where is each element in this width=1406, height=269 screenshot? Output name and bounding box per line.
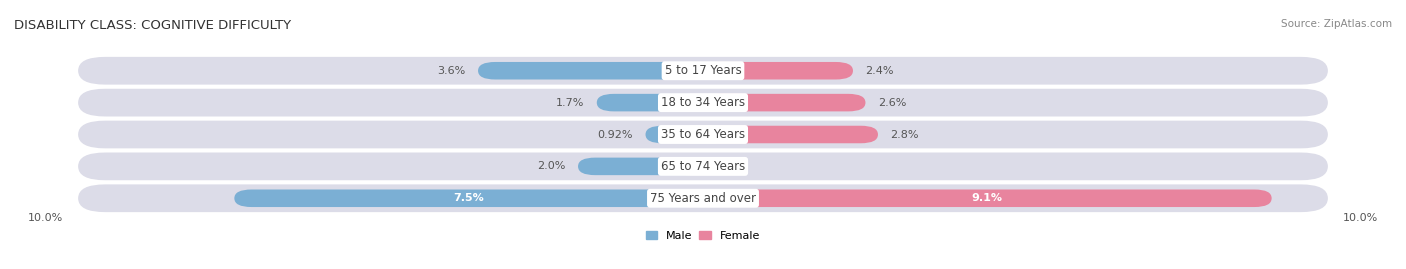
FancyBboxPatch shape bbox=[478, 62, 703, 80]
Text: 75 Years and over: 75 Years and over bbox=[650, 192, 756, 205]
Legend: Male, Female: Male, Female bbox=[647, 231, 759, 241]
FancyBboxPatch shape bbox=[578, 158, 703, 175]
Text: 0.92%: 0.92% bbox=[598, 129, 633, 140]
Text: 9.1%: 9.1% bbox=[972, 193, 1002, 203]
FancyBboxPatch shape bbox=[79, 121, 1327, 148]
FancyBboxPatch shape bbox=[596, 94, 703, 111]
Text: 2.4%: 2.4% bbox=[866, 66, 894, 76]
Text: 3.6%: 3.6% bbox=[437, 66, 465, 76]
FancyBboxPatch shape bbox=[645, 126, 703, 143]
Text: 5 to 17 Years: 5 to 17 Years bbox=[665, 64, 741, 77]
Text: 10.0%: 10.0% bbox=[1343, 213, 1378, 223]
Text: 7.5%: 7.5% bbox=[453, 193, 484, 203]
FancyBboxPatch shape bbox=[703, 62, 853, 80]
Text: 2.0%: 2.0% bbox=[537, 161, 565, 171]
FancyBboxPatch shape bbox=[79, 184, 1327, 212]
FancyBboxPatch shape bbox=[79, 153, 1327, 180]
Text: 1.7%: 1.7% bbox=[555, 98, 585, 108]
Text: 2.8%: 2.8% bbox=[890, 129, 920, 140]
FancyBboxPatch shape bbox=[703, 189, 1271, 207]
FancyBboxPatch shape bbox=[703, 94, 866, 111]
Text: 65 to 74 Years: 65 to 74 Years bbox=[661, 160, 745, 173]
Text: 2.6%: 2.6% bbox=[877, 98, 907, 108]
Text: DISABILITY CLASS: COGNITIVE DIFFICULTY: DISABILITY CLASS: COGNITIVE DIFFICULTY bbox=[14, 19, 291, 32]
FancyBboxPatch shape bbox=[79, 89, 1327, 116]
FancyBboxPatch shape bbox=[235, 189, 703, 207]
FancyBboxPatch shape bbox=[79, 57, 1327, 85]
Text: Source: ZipAtlas.com: Source: ZipAtlas.com bbox=[1281, 19, 1392, 29]
FancyBboxPatch shape bbox=[703, 126, 877, 143]
Text: 10.0%: 10.0% bbox=[28, 213, 63, 223]
Text: 0.0%: 0.0% bbox=[716, 161, 744, 171]
Text: 18 to 34 Years: 18 to 34 Years bbox=[661, 96, 745, 109]
Text: 35 to 64 Years: 35 to 64 Years bbox=[661, 128, 745, 141]
